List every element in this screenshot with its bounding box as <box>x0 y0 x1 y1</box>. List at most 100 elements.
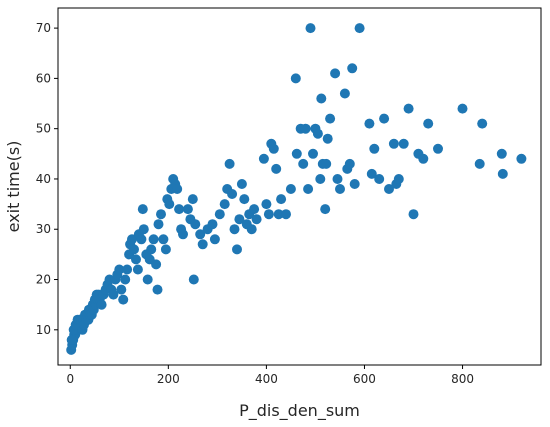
data-point <box>138 224 149 235</box>
data-point <box>321 158 332 169</box>
data-point <box>398 138 409 149</box>
data-point <box>339 88 350 99</box>
data-point <box>251 214 262 225</box>
data-point <box>224 158 235 169</box>
data-point <box>234 214 245 225</box>
data-point <box>276 194 287 205</box>
data-point <box>290 73 301 84</box>
x-tick-label: 800 <box>451 372 474 386</box>
y-tick-label: 20 <box>36 273 51 287</box>
data-point <box>182 204 193 215</box>
data-point <box>132 264 143 275</box>
y-axis-title: exit time(s) <box>4 141 23 233</box>
data-point <box>151 259 162 270</box>
data-point <box>229 224 240 235</box>
data-point <box>281 209 291 220</box>
data-point <box>273 209 284 220</box>
data-point <box>96 299 107 310</box>
data-point <box>330 68 341 79</box>
data-point <box>148 234 159 245</box>
data-point <box>118 294 129 305</box>
x-axis-title: P_dis_den_sum <box>239 401 360 421</box>
data-point <box>477 118 488 129</box>
data-point <box>160 244 171 255</box>
data-point <box>379 113 390 124</box>
data-point <box>122 264 133 275</box>
data-point <box>214 209 225 220</box>
data-point <box>246 224 257 235</box>
data-point <box>236 179 247 189</box>
y-tick-label: 30 <box>36 222 51 236</box>
data-point <box>239 194 250 205</box>
data-point <box>209 234 220 245</box>
data-point <box>366 168 377 179</box>
data-point <box>187 194 198 205</box>
data-point <box>178 229 188 240</box>
data-point <box>516 153 527 164</box>
data-point <box>384 184 394 194</box>
data-point <box>258 153 269 164</box>
data-point <box>190 219 201 230</box>
data-point <box>305 23 316 34</box>
data-point <box>172 184 183 194</box>
y-tick-label: 60 <box>36 71 51 85</box>
data-point <box>325 113 336 124</box>
data-point <box>219 199 230 210</box>
data-point <box>369 143 380 154</box>
data-point <box>271 163 282 174</box>
data-point <box>354 23 365 34</box>
scatter-points <box>66 23 527 355</box>
data-point <box>332 174 343 184</box>
data-point <box>418 153 429 164</box>
data-point <box>136 234 147 245</box>
data-point <box>164 199 175 210</box>
data-point <box>291 148 302 159</box>
data-point <box>374 174 385 184</box>
data-point <box>261 199 272 210</box>
data-point <box>408 209 419 220</box>
data-point <box>158 234 169 245</box>
data-point <box>457 103 468 114</box>
data-point <box>263 209 274 220</box>
data-point <box>153 219 164 230</box>
data-point <box>207 219 218 230</box>
x-tick-label: 600 <box>353 372 376 386</box>
data-point <box>315 174 326 184</box>
data-point <box>393 174 404 184</box>
data-point <box>227 189 238 199</box>
data-point <box>364 118 375 129</box>
data-point <box>303 184 314 194</box>
data-point <box>335 184 345 194</box>
data-point <box>127 234 137 245</box>
data-point <box>344 158 355 169</box>
data-point <box>423 118 434 129</box>
data-point <box>232 244 242 255</box>
x-tick-label: 0 <box>66 372 74 386</box>
data-point <box>249 204 260 215</box>
plot-frame <box>57 7 542 366</box>
y-tick-label: 50 <box>36 122 51 136</box>
data-point <box>388 138 399 149</box>
y-tick-label: 70 <box>36 21 51 35</box>
data-point <box>300 123 311 134</box>
data-point <box>497 168 508 179</box>
data-point <box>129 244 139 255</box>
data-point <box>312 128 323 139</box>
data-point <box>66 334 77 345</box>
data-point <box>285 184 296 194</box>
data-point <box>116 284 127 295</box>
data-point <box>120 274 131 285</box>
data-point <box>188 274 199 285</box>
data-point <box>137 204 148 215</box>
data-point <box>156 209 166 220</box>
data-point <box>174 204 185 215</box>
y-axis-ticks: 10 20 30 40 50 60 70 <box>36 21 58 337</box>
data-point <box>349 179 360 189</box>
data-point <box>298 158 309 169</box>
data-point <box>322 133 333 144</box>
x-tick-label: 200 <box>157 372 180 386</box>
data-point <box>347 63 358 74</box>
y-tick-label: 10 <box>36 323 51 337</box>
y-tick-label: 40 <box>36 172 51 186</box>
data-point <box>108 289 119 300</box>
